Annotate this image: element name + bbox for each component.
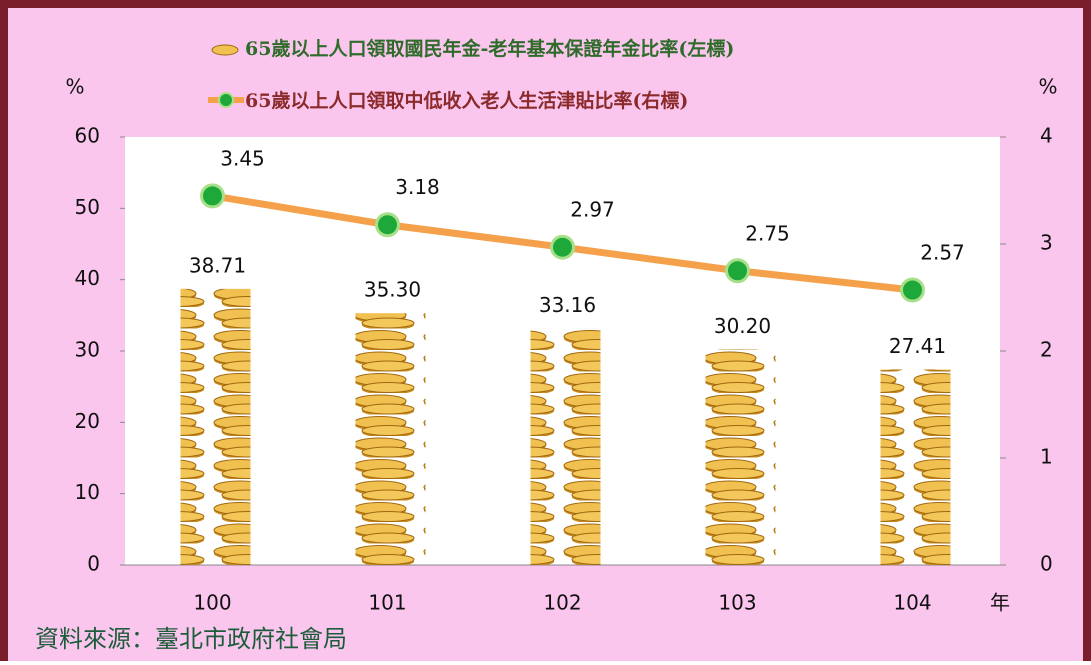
y-tick-label: 40 <box>75 266 100 290</box>
y2-tick-label: 4 <box>1040 124 1053 148</box>
legend-icon <box>218 92 234 108</box>
x-tick-label: 100 <box>193 591 231 615</box>
bar <box>180 288 251 565</box>
source: 資料來源：臺北市政府社會局 <box>35 625 347 653</box>
y2-tick-label: 3 <box>1040 231 1053 255</box>
y-tick-label: 0 <box>87 552 100 576</box>
y2-axis-unit: % <box>1038 75 1057 99</box>
data-label: 30.20 <box>714 314 771 338</box>
data-label: 38.71 <box>189 253 246 277</box>
data-label: 3.45 <box>220 146 265 170</box>
y2-tick-label: 1 <box>1040 445 1053 469</box>
y-tick-label: 50 <box>75 195 100 219</box>
data-label: 3.18 <box>395 175 440 199</box>
y-axis-unit: % <box>65 75 84 99</box>
bar <box>530 328 601 565</box>
bar <box>880 369 951 565</box>
legend-label: 65歲以上人口領取國民年金-老年基本保證年金比率(左標) <box>245 37 734 60</box>
x-tick-label: 101 <box>368 591 406 615</box>
data-label: 33.16 <box>539 293 596 317</box>
x-axis-label: 年 <box>990 591 1010 615</box>
marker <box>900 277 925 303</box>
marker <box>725 258 750 284</box>
legend-icon <box>211 44 239 56</box>
y-tick-label: 20 <box>75 409 100 433</box>
x-tick-label: 103 <box>718 591 756 615</box>
data-label: 2.97 <box>570 198 615 222</box>
bar <box>355 313 426 565</box>
legend-label: 65歲以上人口領取中低收入老人生活津貼比率(右標) <box>245 89 688 112</box>
data-label: 27.41 <box>889 334 946 358</box>
marker <box>550 234 575 260</box>
data-label: 35.30 <box>364 278 421 302</box>
marker <box>200 183 225 209</box>
bar <box>705 349 776 565</box>
marker <box>375 212 400 238</box>
y-tick-label: 30 <box>75 338 100 362</box>
data-label: 2.75 <box>745 221 790 245</box>
y-tick-label: 10 <box>75 480 100 504</box>
y-tick-label: 60 <box>75 124 100 148</box>
y2-tick-label: 0 <box>1040 552 1053 576</box>
y2-tick-label: 2 <box>1040 338 1053 362</box>
x-tick-label: 104 <box>893 591 931 615</box>
data-label: 2.57 <box>920 241 965 265</box>
x-tick-label: 102 <box>543 591 581 615</box>
